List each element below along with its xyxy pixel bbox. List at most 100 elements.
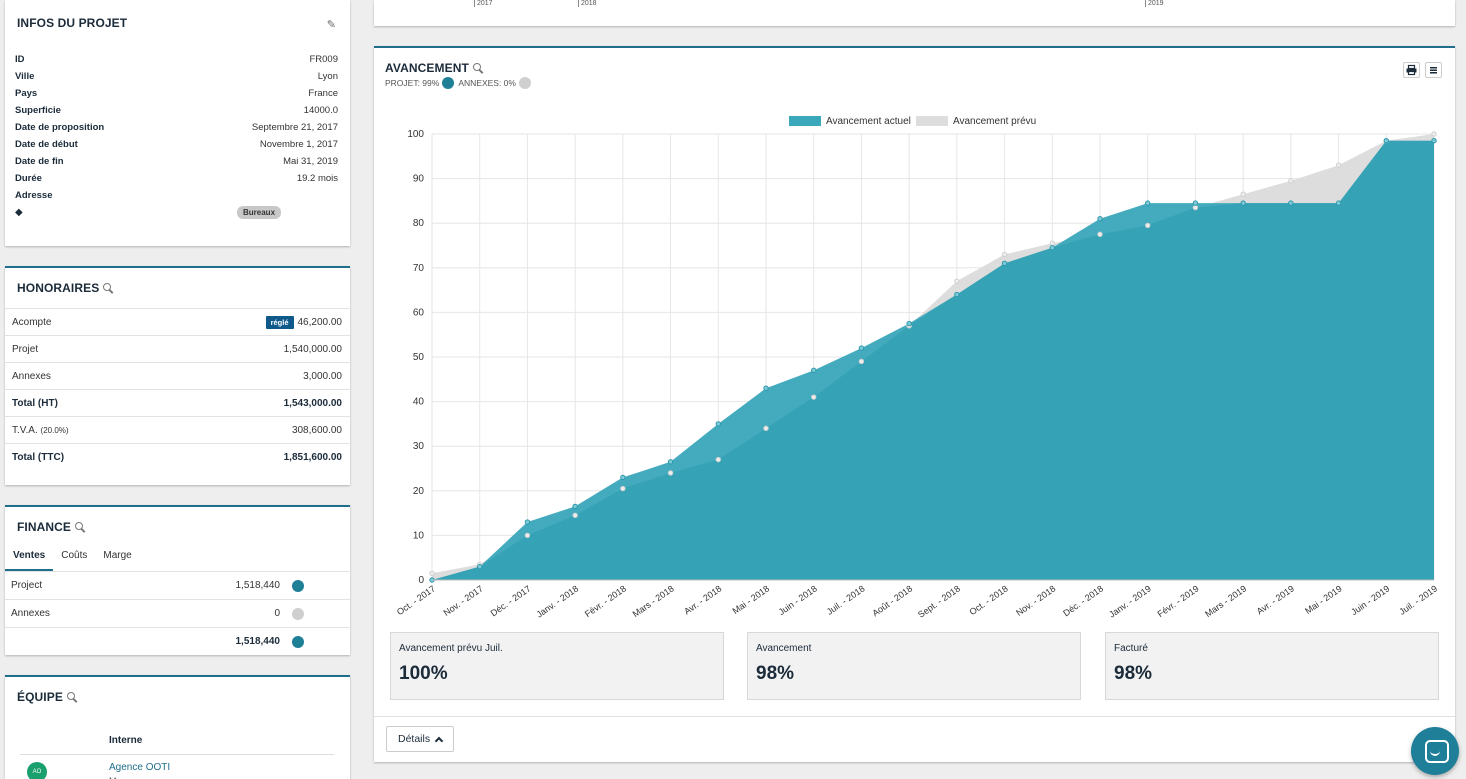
finance-tabs: Ventes Coûts Marge: [5, 545, 140, 572]
info-label: Date de début: [15, 139, 78, 150]
team-title-text: ÉQUIPE: [17, 690, 63, 704]
tab-ventes[interactable]: Ventes: [5, 545, 54, 572]
fees-label: Projet: [12, 343, 39, 355]
info-row-duree: Durée 19.2 mois: [15, 170, 338, 187]
fees-row-tva: T.V.A. (20.0%) 308,600.00: [5, 416, 350, 443]
fees-label: Acompte: [12, 316, 52, 328]
fees-card: HONORAIRES Acompte réglé 46,200.00 Projet 1…: [5, 266, 350, 485]
info-row-pays: Pays France: [15, 85, 338, 102]
fees-value: 308,600.00: [291, 424, 342, 436]
data-point: [811, 394, 817, 400]
divider: [374, 716, 1455, 717]
pie-icon: [292, 635, 304, 648]
info-label: Date de proposition: [15, 122, 105, 133]
print-button[interactable]: [1403, 62, 1420, 78]
team-card: ÉQUIPE Interne AO Agence OOTI Ma...: [5, 675, 350, 779]
search-icon[interactable]: [75, 522, 85, 532]
info-value: Septembre 21, 2017: [251, 122, 338, 133]
kpi-label: Avancement: [756, 643, 812, 654]
info-value: FR009: [309, 54, 338, 65]
fees-value-wrap: réglé 46,200.00: [265, 315, 342, 329]
data-point: [763, 385, 769, 391]
y-tick-label: 30: [413, 441, 425, 452]
x-tick-label: Nov. - 2017: [442, 583, 485, 617]
data-point: [715, 421, 721, 427]
data-point: [954, 278, 960, 284]
data-point: [572, 503, 578, 510]
tab-couts[interactable]: Coûts: [61, 550, 88, 561]
data-point: [1145, 200, 1151, 206]
tag-badge[interactable]: Bureaux: [237, 206, 282, 219]
data-point: [1240, 191, 1246, 197]
team-member-link[interactable]: Agence OOTI: [109, 762, 171, 773]
previous-chart-strip: 2017 2018 2019: [374, 0, 1455, 26]
info-row-date-proposition: Date de proposition Septembre 21, 2017: [15, 119, 338, 136]
x-tick-label: Déc. - 2018: [1061, 583, 1105, 618]
info-value: Mai 31, 2019: [283, 156, 338, 167]
info-value: France: [308, 88, 338, 99]
y-tick-label: 20: [413, 486, 425, 497]
data-point: [906, 320, 912, 327]
menu-button[interactable]: [1425, 62, 1442, 78]
x-tick-label: Janv. - 2018: [535, 583, 581, 619]
project-info-title: INFOS DU PROJET: [17, 16, 128, 30]
data-point: [858, 345, 865, 351]
y-tick-label: 90: [413, 174, 425, 185]
fees-tva-rate: (20.0%): [40, 425, 69, 435]
info-row-id: ID FR009: [15, 51, 338, 68]
search-icon[interactable]: [66, 692, 77, 702]
x-tick-label: Juil. - 2018: [825, 583, 867, 616]
pencil-icon[interactable]: ✎: [326, 19, 336, 31]
series-overlap-area: [432, 140, 1434, 580]
fees-label: Total (HT): [12, 397, 58, 409]
x-tick-label: Juil. - 2019: [1397, 583, 1439, 616]
data-point: [1335, 200, 1342, 206]
y-tick-label: 50: [413, 352, 425, 363]
info-label: ID: [15, 54, 25, 65]
year-tick: 2018: [578, 0, 597, 7]
y-tick-label: 100: [407, 129, 424, 140]
y-tick-label: 0: [418, 575, 424, 586]
search-icon[interactable]: [103, 283, 113, 293]
data-point: [954, 291, 960, 298]
finance-row-project: Project 1,518,440: [5, 571, 350, 599]
x-tick-label: Févr. - 2019: [1155, 583, 1200, 619]
info-label: Superficie: [15, 105, 61, 116]
data-point: [1431, 137, 1437, 144]
progress-title-text: AVANCEMENT: [385, 61, 469, 75]
info-value: Lyon: [317, 71, 338, 82]
fees-value: 3,000.00: [303, 370, 342, 382]
kpi-facture: Facturé 98%: [1105, 632, 1439, 700]
fees-value: 1,851,600.00: [283, 451, 342, 463]
finance-card: FINANCE Ventes Coûts Marge Project 1,518,…: [5, 505, 350, 655]
y-tick-label: 40: [413, 397, 425, 408]
x-tick-label: Juin - 2018: [777, 583, 819, 617]
tab-marge[interactable]: Marge: [103, 550, 132, 561]
year-tick: 2017: [474, 0, 493, 7]
team-title: ÉQUIPE: [17, 690, 77, 704]
info-label: Durée: [15, 173, 42, 184]
info-row-tags: ◆: [15, 204, 338, 221]
finance-title: FINANCE: [17, 520, 85, 534]
search-icon[interactable]: [472, 63, 483, 73]
data-point: [1001, 251, 1008, 258]
info-value: 14000.0: [303, 105, 338, 116]
info-value: 19.2 mois: [296, 173, 338, 184]
fees-row-acompte: Acompte réglé 46,200.00: [5, 308, 350, 335]
data-point: [667, 470, 674, 476]
kpi-avancement: Avancement 98%: [747, 632, 1081, 700]
x-tick-label: Févr. - 2018: [583, 583, 628, 619]
data-point: [477, 563, 483, 570]
x-tick-label: Mai - 2018: [731, 583, 772, 616]
year-tick: 2019: [1145, 0, 1164, 7]
finance-row-annexes: Annexes 0: [5, 599, 350, 627]
y-tick-label: 10: [413, 530, 425, 541]
data-point: [1049, 240, 1055, 246]
details-label: Détails: [398, 733, 431, 745]
chat-launcher-button[interactable]: [1411, 727, 1459, 775]
x-tick-label: Déc. - 2017: [489, 583, 533, 618]
finance-label: Project: [11, 580, 43, 591]
fees-label: T.V.A.: [12, 424, 38, 436]
details-button[interactable]: Détails: [386, 726, 455, 752]
data-point: [1097, 216, 1103, 222]
